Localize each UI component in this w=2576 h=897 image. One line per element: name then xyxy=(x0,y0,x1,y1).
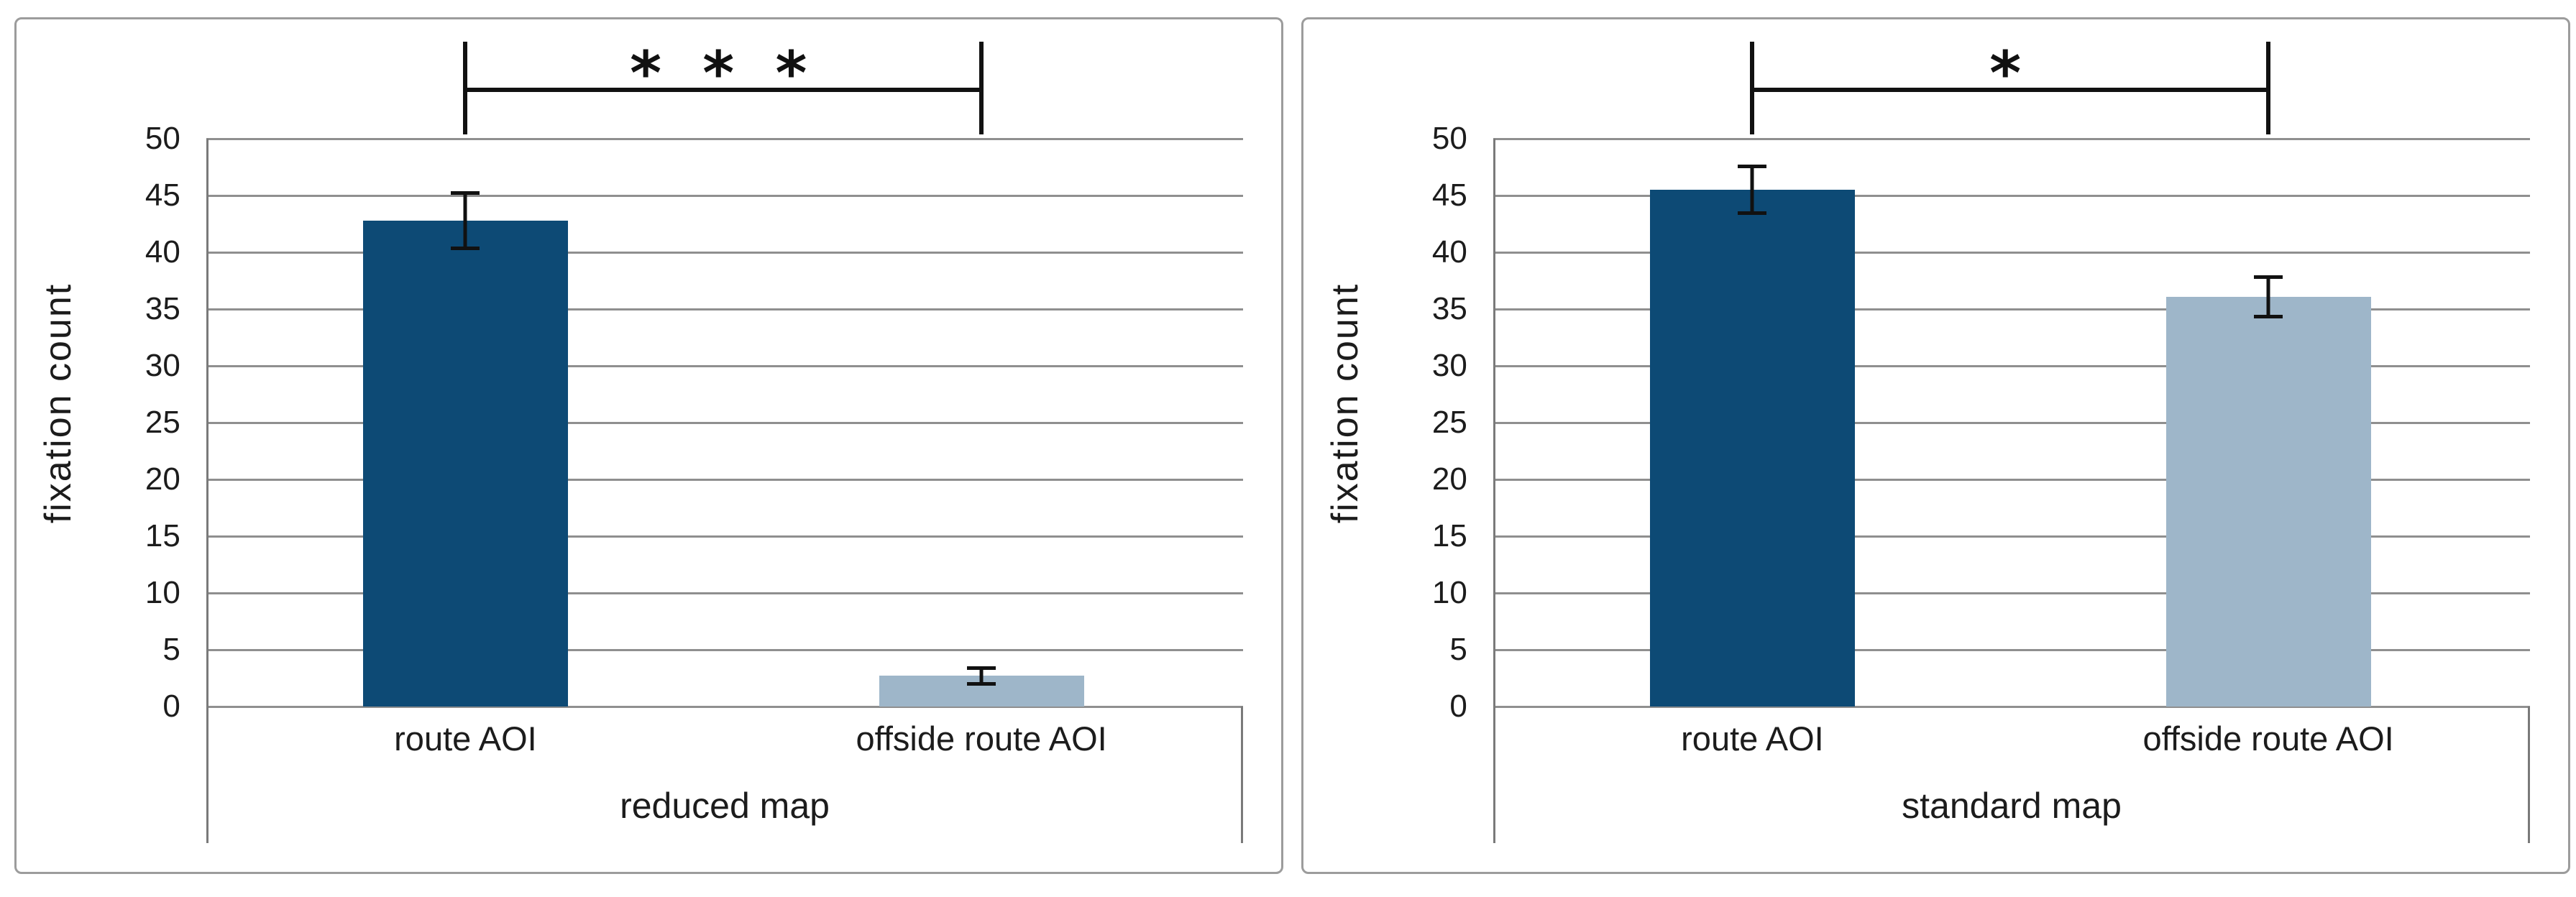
y-tick-label-20: 20 xyxy=(1431,461,1467,497)
gridline-y-0 xyxy=(206,705,1244,708)
y-tick-label-40: 40 xyxy=(1431,234,1467,270)
gridline-y-25 xyxy=(1493,421,2531,424)
gridline-y-20 xyxy=(206,478,1244,481)
gridline-y-30 xyxy=(206,364,1244,367)
gridline-y-30 xyxy=(1493,364,2531,367)
plot-right-edge-line xyxy=(1241,706,1244,843)
gridline-y-40 xyxy=(1493,252,2531,254)
significance-bracket-tick-left xyxy=(463,41,468,135)
category-label-offside-route-AOI: offside route AOI xyxy=(2142,719,2394,758)
y-tick-label-50: 50 xyxy=(1431,121,1467,157)
gridline-y-10 xyxy=(1493,592,2531,594)
y-axis-title: fixation count xyxy=(1324,282,1366,523)
error-bar-cap-top xyxy=(451,190,480,195)
y-tick-label-45: 45 xyxy=(1431,178,1467,213)
y-tick-label-0: 0 xyxy=(162,688,180,724)
y-tick-label-30: 30 xyxy=(145,347,180,383)
y-tick-label-10: 10 xyxy=(1431,574,1467,610)
y-tick-label-5: 5 xyxy=(1449,631,1467,667)
error-bar-cap-top xyxy=(1738,165,1767,169)
gridline-y-35 xyxy=(1493,308,2531,310)
error-bar-route-AOI xyxy=(1736,165,1769,215)
chart-panel-reduced-map: * * * fixation count 0 5 10 15 20 25 30 35 40 45 5… xyxy=(14,17,1283,874)
y-tick-label-50: 50 xyxy=(145,121,180,157)
gridline-y-15 xyxy=(1493,535,2531,538)
category-label-offside-route-AOI: offside route AOI xyxy=(856,719,1107,758)
bar-route-AOI xyxy=(1649,190,1855,707)
error-bar-cap-bottom xyxy=(967,681,996,686)
bar-route-AOI xyxy=(362,220,568,707)
gridline-y-50 xyxy=(206,138,1244,141)
error-bar-cap-bottom xyxy=(451,246,480,250)
significance-bracket-line xyxy=(1752,87,2269,92)
error-bar-route-AOI xyxy=(449,190,482,250)
gridline-y-5 xyxy=(1493,648,2531,651)
error-bar-line xyxy=(463,190,467,250)
y-tick-label-10: 10 xyxy=(145,574,180,610)
error-bar-offside-route-AOI xyxy=(2252,275,2285,318)
y-tick-label-20: 20 xyxy=(145,461,180,497)
gridline-y-25 xyxy=(206,421,1244,424)
gridline-y-40 xyxy=(206,252,1244,254)
x-axis-title: standard map xyxy=(1902,786,2122,827)
y-tick-label-5: 5 xyxy=(162,631,180,667)
significance-bracket-line xyxy=(465,87,982,92)
error-bar-line xyxy=(1750,165,1754,215)
error-bar-cap-top xyxy=(967,666,996,670)
y-tick-label-45: 45 xyxy=(145,178,180,213)
chart-panel-standard-map: * fixation count 0 5 10 15 20 25 30 35 40 45 50 ro… xyxy=(1301,17,2570,874)
plot-right-edge-line xyxy=(2528,706,2531,843)
y-tick-label-15: 15 xyxy=(145,518,180,553)
y-axis-line xyxy=(1493,139,1495,843)
y-tick-label-35: 35 xyxy=(145,291,180,326)
bar-offside-route-AOI xyxy=(2165,296,2371,707)
gridline-y-20 xyxy=(1493,478,2531,481)
gridline-y-50 xyxy=(1493,138,2531,141)
error-bar-cap-bottom xyxy=(2254,314,2283,318)
y-tick-label-25: 25 xyxy=(1431,404,1467,440)
y-tick-label-35: 35 xyxy=(1431,291,1467,326)
gridline-y-15 xyxy=(206,535,1244,538)
significance-bracket-tick-right xyxy=(979,41,984,135)
error-bar-offside-route-AOI xyxy=(965,666,998,686)
error-bar-cap-top xyxy=(2254,275,2283,279)
error-bar-line xyxy=(2266,275,2270,318)
gridline-y-5 xyxy=(206,648,1244,651)
error-bar-line xyxy=(979,666,984,686)
y-tick-label-15: 15 xyxy=(1431,518,1467,553)
y-tick-label-30: 30 xyxy=(1431,347,1467,383)
gridline-y-0 xyxy=(1493,705,2531,708)
error-bar-cap-bottom xyxy=(1738,211,1767,215)
significance-bracket-tick-right xyxy=(2266,41,2271,135)
y-tick-label-25: 25 xyxy=(145,404,180,440)
significance-stars-label: * xyxy=(1989,37,2032,109)
gridline-y-45 xyxy=(206,195,1244,198)
gridline-y-35 xyxy=(206,308,1244,310)
gridline-y-45 xyxy=(1493,195,2531,198)
significance-stars-label: * * * xyxy=(630,37,817,109)
y-tick-label-0: 0 xyxy=(1449,688,1467,724)
y-axis-line xyxy=(206,139,208,843)
category-label-route-AOI: route AOI xyxy=(1681,719,1824,758)
category-label-route-AOI: route AOI xyxy=(394,719,537,758)
y-tick-label-40: 40 xyxy=(145,234,180,270)
x-axis-title: reduced map xyxy=(620,786,830,827)
y-axis-title: fixation count xyxy=(37,282,79,523)
significance-bracket-tick-left xyxy=(1750,41,1755,135)
gridline-y-10 xyxy=(206,592,1244,594)
